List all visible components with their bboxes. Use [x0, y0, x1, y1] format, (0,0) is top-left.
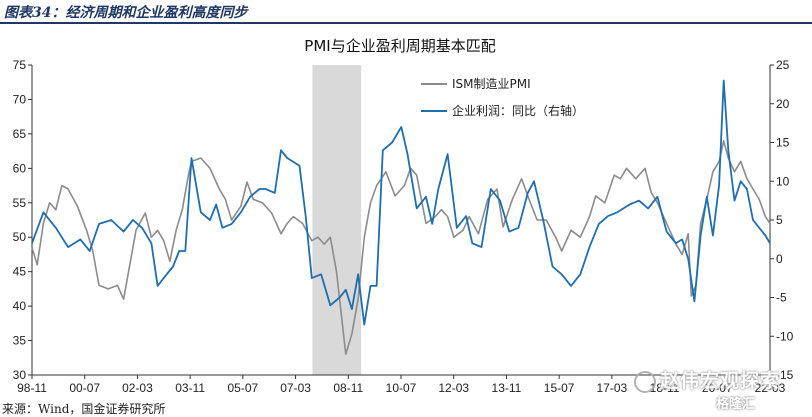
legend-label-profit: 企业利润：同比（右轴）	[452, 103, 584, 118]
series-line-pmi	[31, 140, 771, 356]
y-right-tick-label: 25	[776, 58, 790, 72]
x-tick-label: 22-03	[755, 381, 786, 395]
x-tick-label: 02-03	[122, 381, 153, 395]
y-left-tick-label: 75	[13, 58, 27, 72]
x-tick-label: 17-03	[597, 381, 628, 395]
watermark-text: 赵伟宏观探索	[660, 370, 781, 392]
y-left-tick-label: 30	[13, 368, 27, 382]
x-tick-label: 98-11	[17, 381, 47, 395]
x-tick-label: 00-07	[69, 381, 100, 395]
y-left-tick-label: 50	[13, 230, 27, 244]
series-line-profit	[31, 79, 771, 326]
recession-shade	[312, 65, 362, 375]
y-right-tick-label: 20	[776, 97, 790, 111]
y-right-tick-label: 15	[776, 136, 790, 150]
y-left-tick-label: 55	[13, 196, 27, 210]
series-layer	[31, 79, 771, 356]
y-right-tick-label: -10	[776, 329, 794, 343]
chart-title: PMI与企业盈利周期基本匹配	[304, 37, 495, 55]
x-tick-label: 03-11	[175, 381, 205, 395]
source-note: 来源：Wind，国金证券研究所	[2, 402, 166, 416]
y-left-tick-label: 65	[13, 127, 27, 141]
caption-rule	[0, 22, 812, 24]
x-tick-label: 15-07	[544, 381, 575, 395]
x-tick-label: 07-03	[280, 381, 311, 395]
watermark: 赵伟宏观探索	[634, 366, 780, 393]
y-right-tick-label: -5	[776, 291, 787, 305]
y-left-tick-label: 60	[13, 161, 27, 175]
y-left-tick-label: 70	[13, 92, 27, 106]
wechat-icon	[634, 370, 656, 393]
x-tick-label: 05-07	[228, 381, 259, 395]
y-left-tick-label: 35	[13, 334, 27, 348]
legend-label-pmi: ISM制造业PMI	[452, 77, 531, 91]
y-left-tick-label: 45	[13, 265, 27, 279]
x-tick-label: 13-11	[492, 381, 522, 395]
y-left-tick-label: 40	[13, 299, 27, 313]
x-tick-label: 08-11	[333, 381, 363, 395]
legend: ISM制造业PMI 企业利润：同比（右轴）	[421, 77, 584, 118]
x-tick-label: 10-07	[386, 381, 417, 395]
watermark-sub: 格隆汇	[716, 397, 756, 412]
figure-caption: 图表34：经济周期和企业盈利高度同步	[4, 5, 248, 21]
y-right-tick-label: 10	[776, 174, 790, 188]
y-right-tick-label: 0	[776, 252, 783, 266]
x-tick-label: 18-11	[650, 381, 680, 395]
y-right-tick-label: 5	[776, 213, 783, 227]
x-tick-label: 20-07	[702, 381, 733, 395]
x-tick-label: 12-03	[438, 381, 469, 395]
axes: 30 35 40 45 50 55 60 65 70 75 -15 -10 -5 0 5 10 15 20 25 98…	[13, 58, 794, 395]
y-right-tick-label: -15	[776, 368, 794, 382]
